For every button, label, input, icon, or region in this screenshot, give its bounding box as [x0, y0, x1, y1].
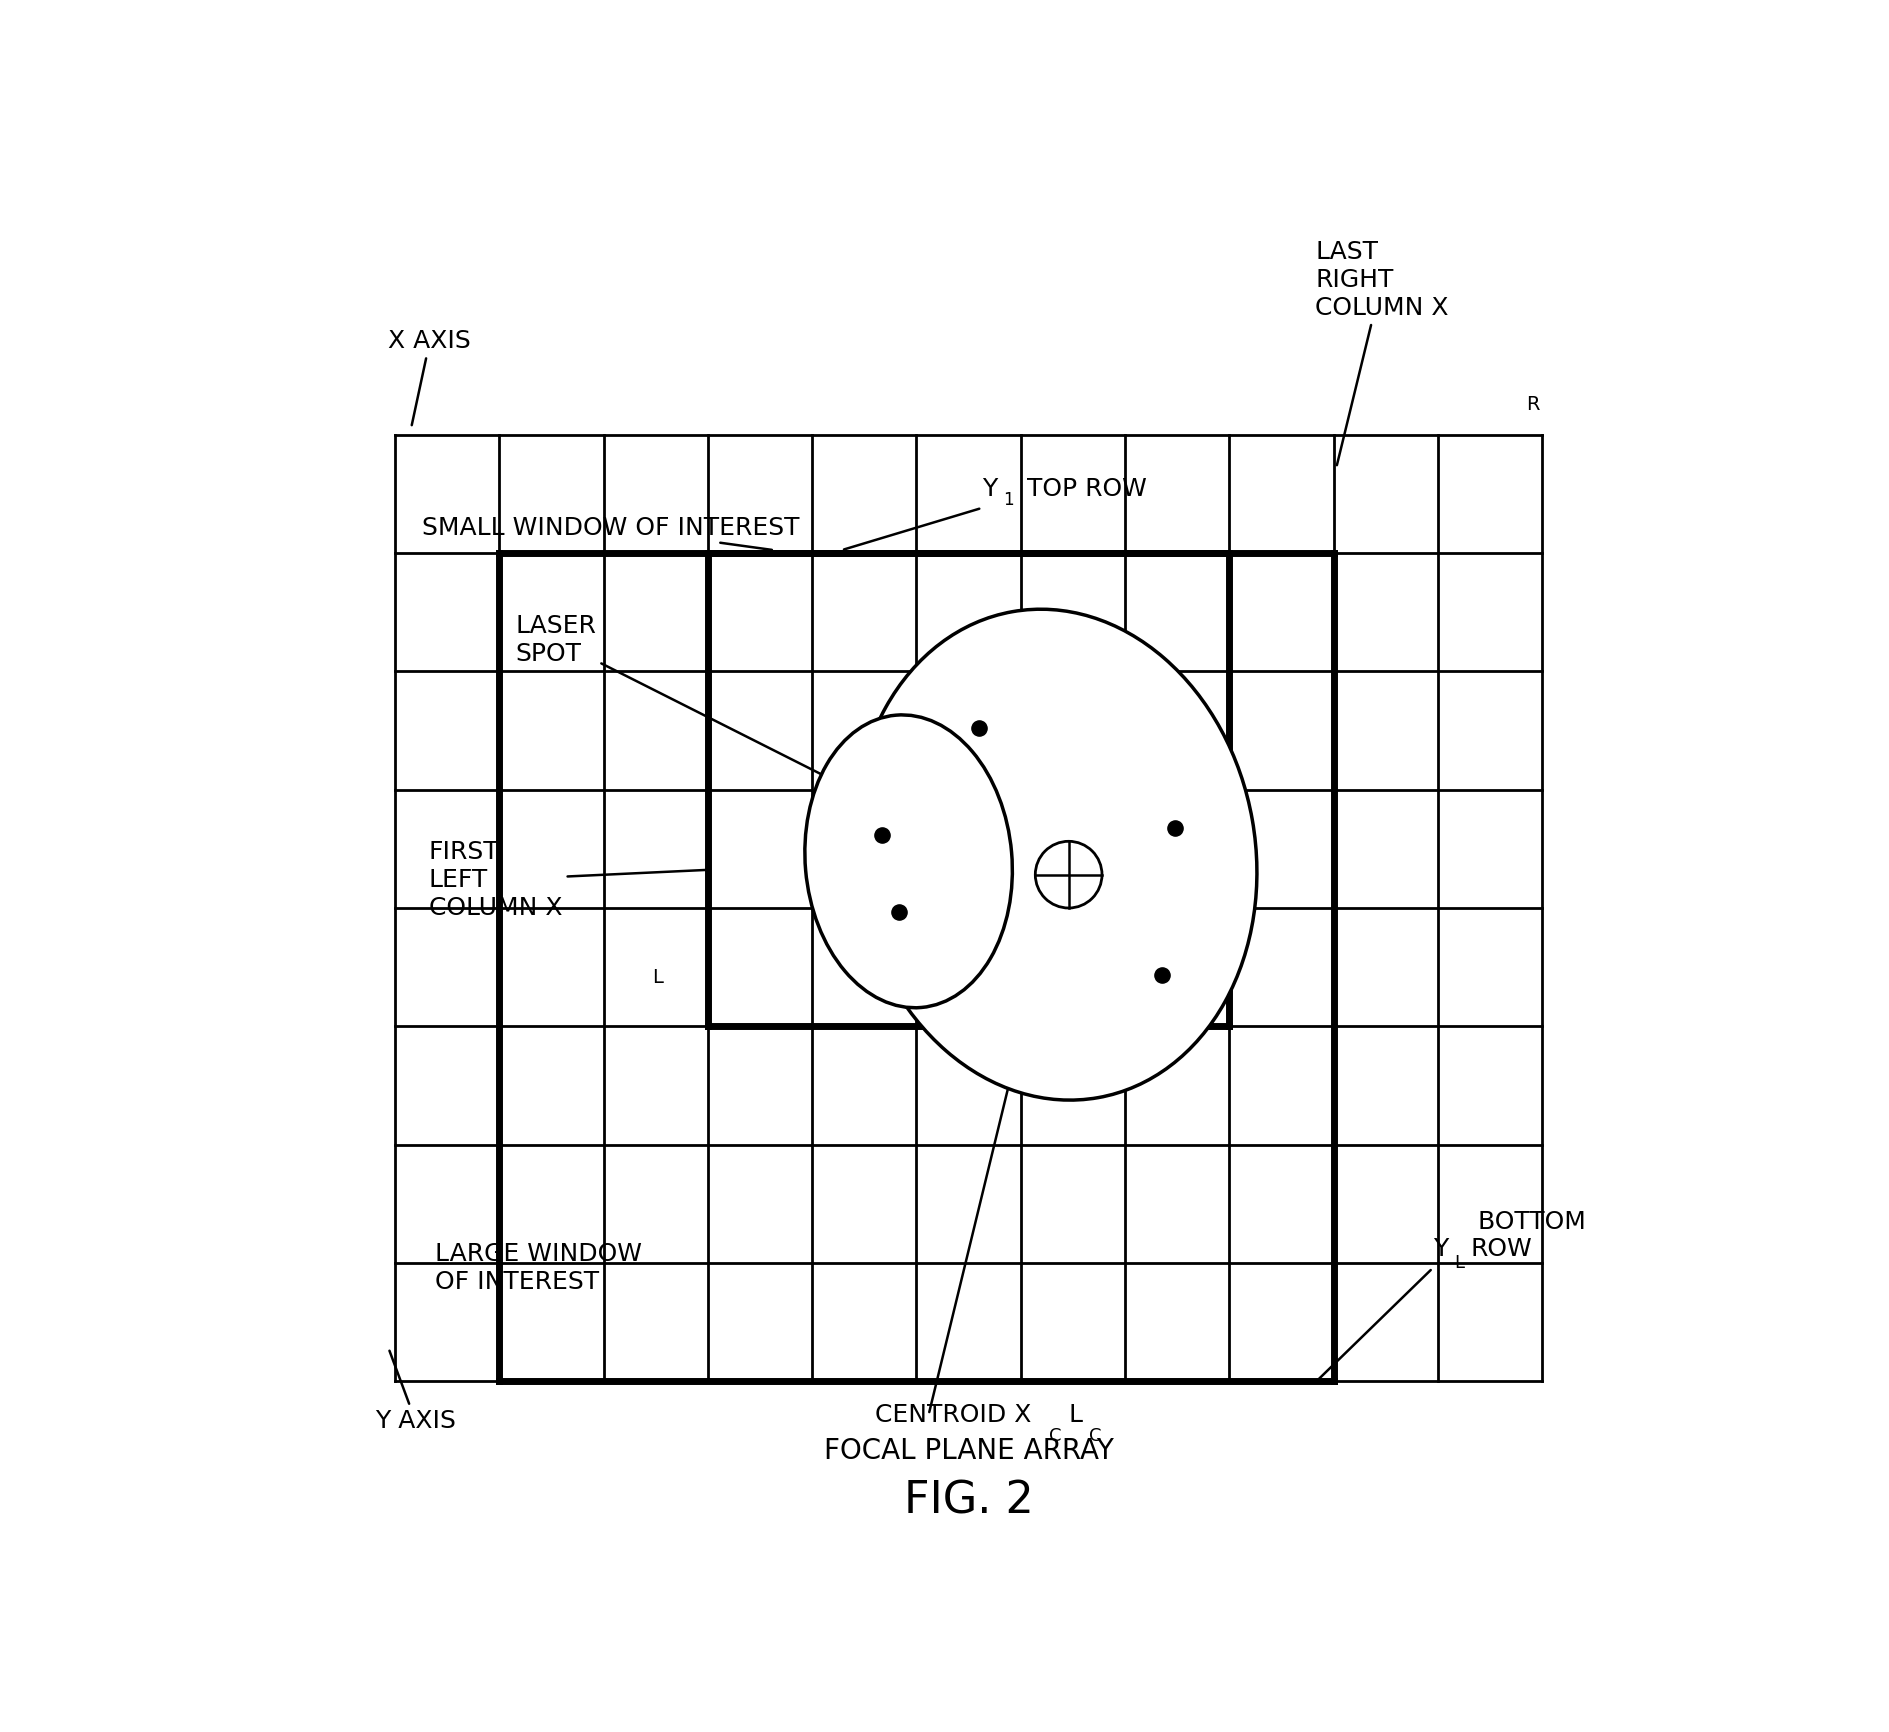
Text: C: C [1088, 1427, 1101, 1444]
Text: L: L [1453, 1254, 1464, 1271]
Text: FOCAL PLANE ARRAY: FOCAL PLANE ARRAY [824, 1438, 1113, 1465]
Text: 1: 1 [1003, 492, 1013, 509]
Point [1160, 814, 1190, 842]
Text: SMALL WINDOW OF INTEREST: SMALL WINDOW OF INTEREST [421, 516, 799, 549]
Text: L: L [1067, 1403, 1082, 1427]
Text: Y: Y [1432, 1237, 1447, 1261]
Ellipse shape [854, 610, 1256, 1100]
Text: FIRST
LEFT
COLUMN X: FIRST LEFT COLUMN X [429, 840, 708, 920]
Text: TOP ROW: TOP ROW [1018, 478, 1147, 501]
Text: C: C [1048, 1427, 1060, 1444]
Text: LARGE WINDOW
OF INTEREST: LARGE WINDOW OF INTEREST [434, 1242, 642, 1294]
Text: LAST
RIGHT
COLUMN X: LAST RIGHT COLUMN X [1315, 241, 1449, 466]
Text: R: R [1524, 395, 1540, 414]
Text: BOTTOM
ROW: BOTTOM ROW [1470, 1209, 1585, 1261]
Text: L: L [652, 968, 663, 987]
Point [884, 899, 914, 927]
Text: Y AXIS: Y AXIS [374, 1351, 455, 1432]
Point [867, 821, 897, 849]
Text: CENTROID X: CENTROID X [875, 1403, 1031, 1427]
Text: X AXIS: X AXIS [389, 329, 470, 424]
Text: Y: Y [982, 478, 997, 501]
Ellipse shape [805, 715, 1013, 1008]
Point [1147, 961, 1177, 989]
Text: LASER
SPOT: LASER SPOT [516, 615, 833, 779]
Text: FIG. 2: FIG. 2 [903, 1479, 1033, 1522]
Point [963, 714, 994, 741]
